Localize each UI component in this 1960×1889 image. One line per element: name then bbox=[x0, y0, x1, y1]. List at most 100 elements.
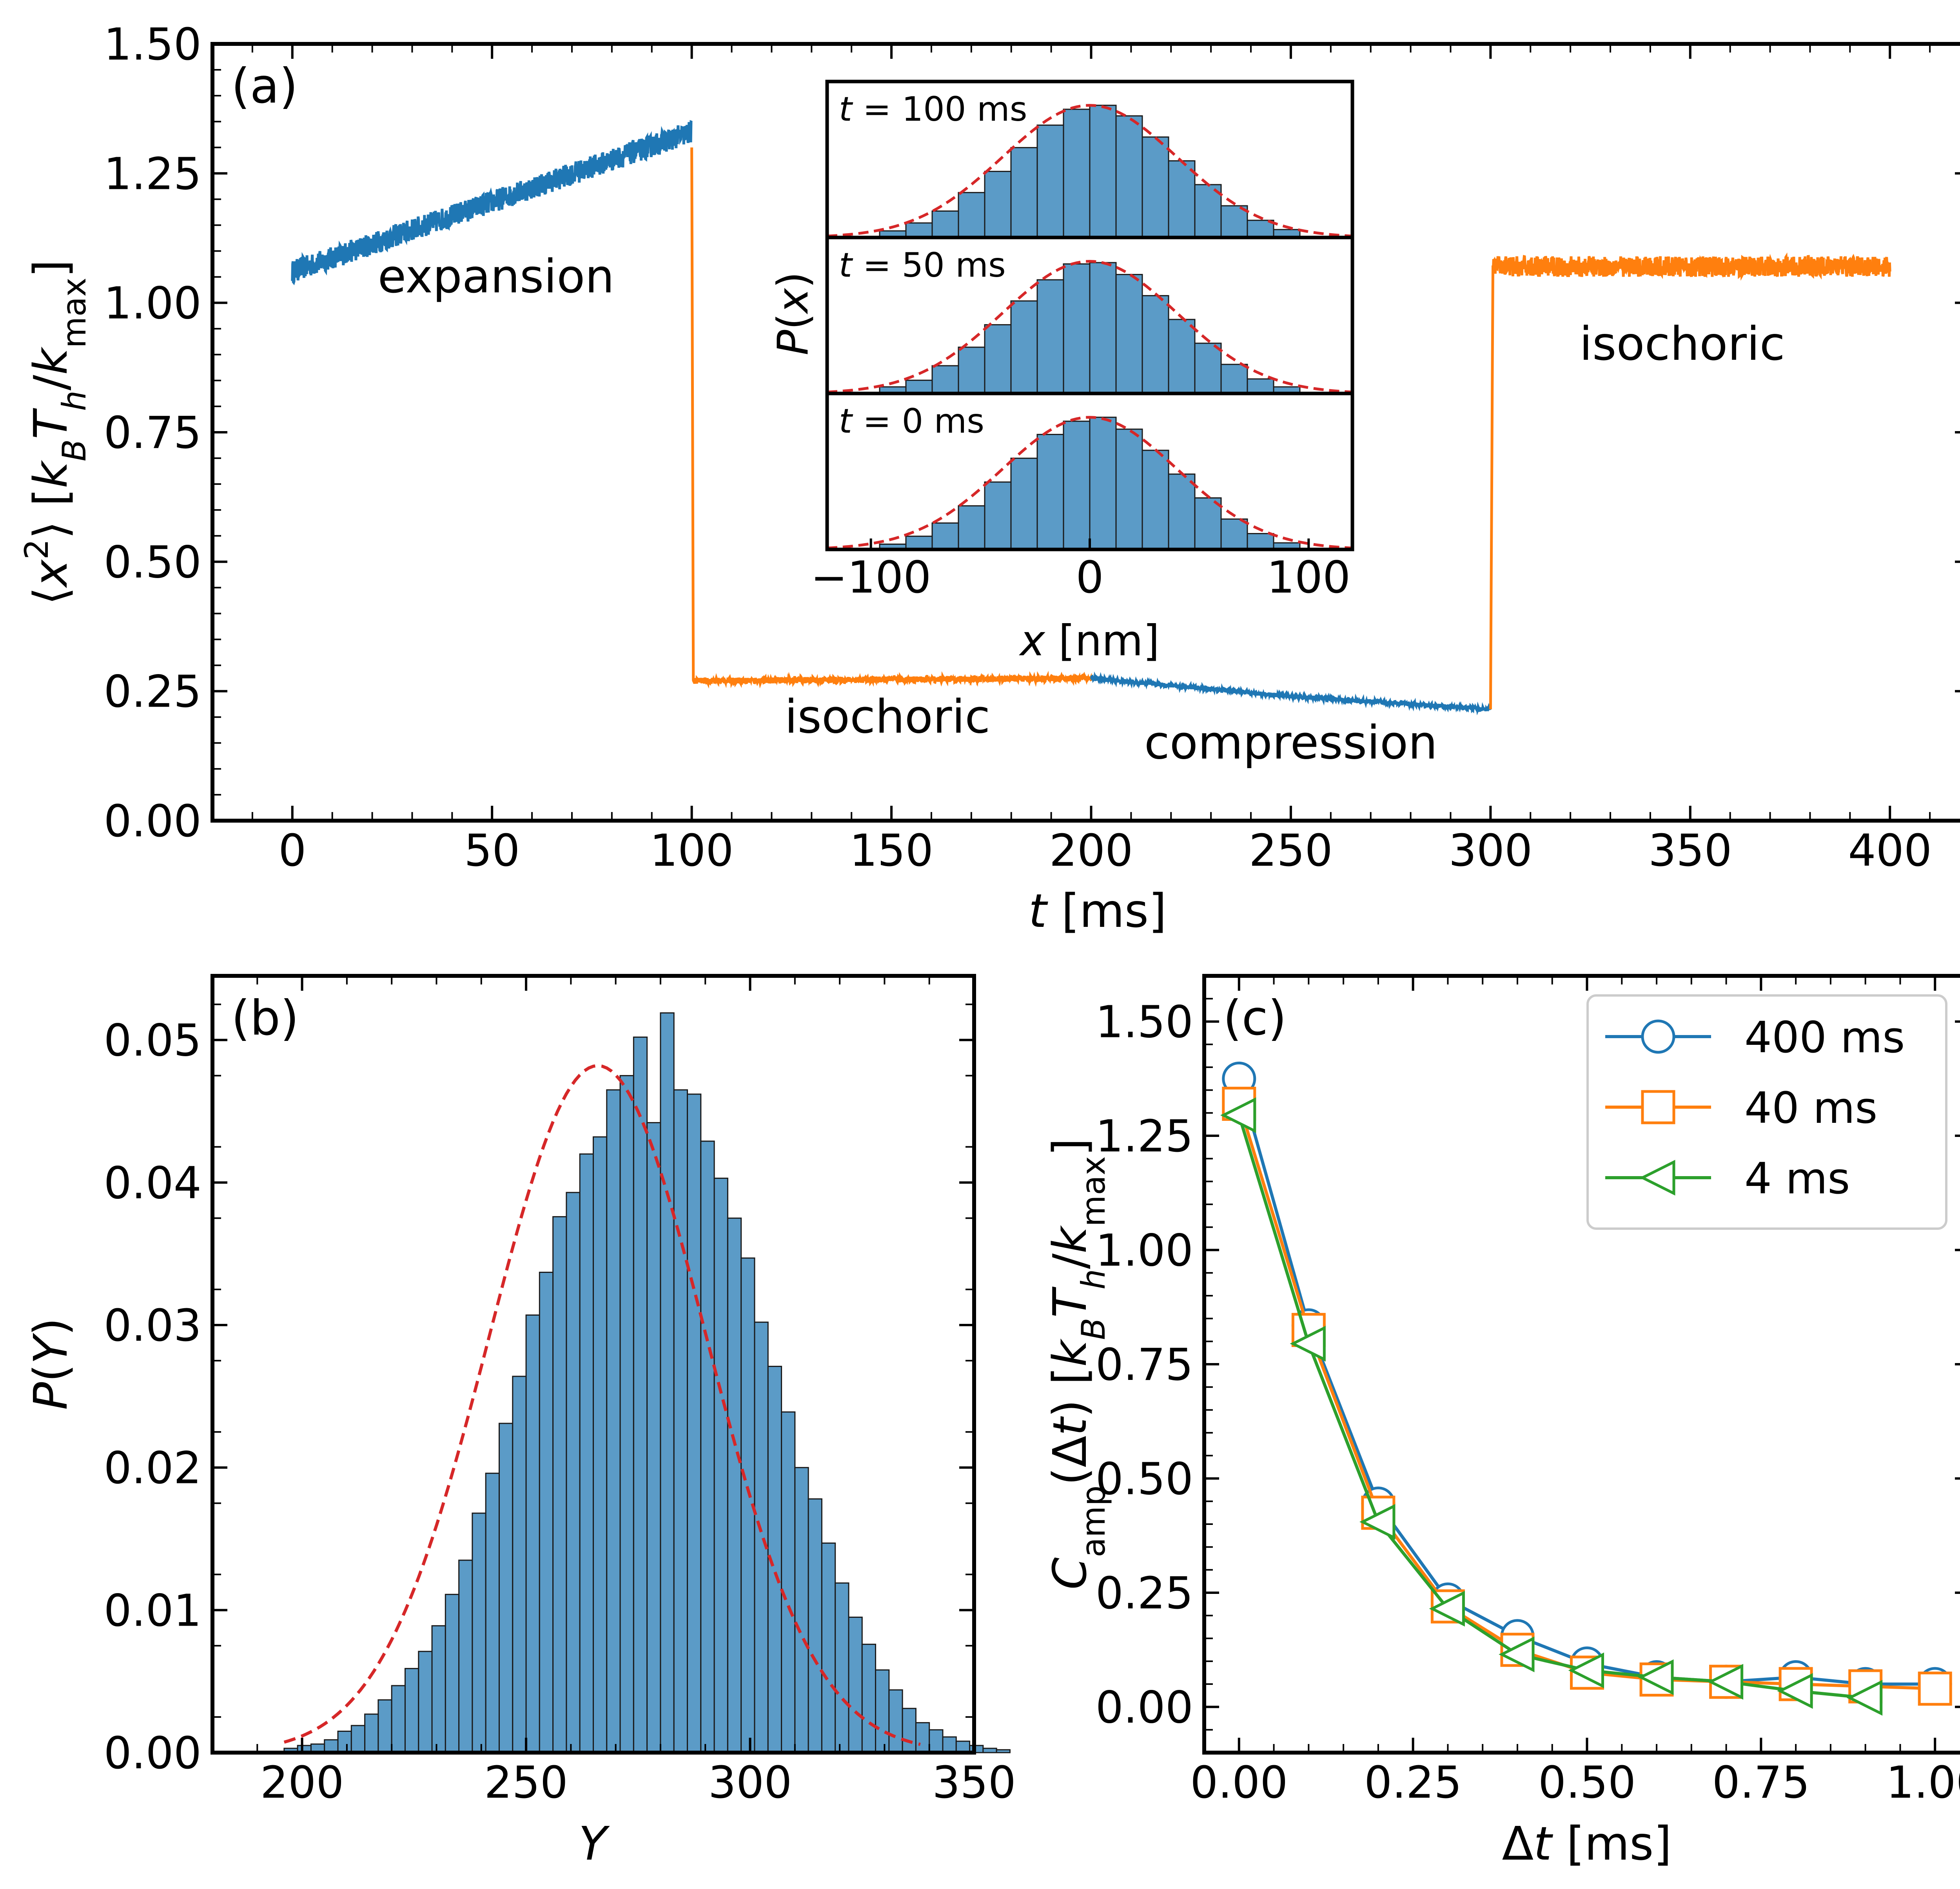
b-hist-bar bbox=[902, 1708, 916, 1753]
a-trace-compression bbox=[1090, 671, 1492, 716]
inset-fit-curve bbox=[827, 260, 1353, 393]
b-hist-bar bbox=[606, 1089, 621, 1753]
inset-bar bbox=[1115, 274, 1143, 394]
inset-bar bbox=[931, 210, 959, 238]
inset-panel-label: t = 100 ms bbox=[839, 90, 1027, 129]
a-ytick-label: 0.00 bbox=[104, 796, 201, 847]
c-xtick-label: 1.00 bbox=[1886, 1757, 1960, 1808]
b-hist-bar bbox=[539, 1271, 554, 1753]
a-xtick-label: 150 bbox=[849, 825, 933, 876]
b-hist-bar bbox=[512, 1376, 527, 1753]
b-hist-bar bbox=[835, 1582, 849, 1753]
a-trace-isochoric bbox=[1489, 252, 1891, 709]
b-hist-bar bbox=[485, 1472, 500, 1753]
a-xtick-label: 250 bbox=[1249, 825, 1333, 876]
a-xtick-label: 300 bbox=[1448, 825, 1532, 876]
inset-bar bbox=[1010, 457, 1038, 550]
b-hist-bar bbox=[445, 1594, 460, 1753]
b-hist-bar bbox=[687, 1093, 702, 1753]
b-xlabel: Y bbox=[579, 1816, 610, 1871]
inset-bar bbox=[905, 535, 933, 550]
c-marker-4-ms bbox=[1568, 1652, 1604, 1688]
inset-bar bbox=[1247, 378, 1274, 394]
c-legend-label: 400 ms bbox=[1744, 1012, 1905, 1062]
c-xtick-label: 0.00 bbox=[1190, 1757, 1288, 1808]
inset-bar bbox=[1089, 105, 1117, 238]
inset-bar bbox=[1089, 262, 1117, 394]
b-hist-bar bbox=[808, 1498, 822, 1753]
b-hist-bar bbox=[525, 1314, 540, 1753]
a-annotation-expansion: expansion bbox=[378, 249, 615, 303]
b-hist-bar bbox=[404, 1668, 419, 1753]
a-annotation-isochoric: isochoric bbox=[785, 689, 991, 743]
inset-bar bbox=[1194, 343, 1222, 394]
inset-bar bbox=[1036, 279, 1064, 394]
inset-bar bbox=[1168, 473, 1196, 550]
inset-panel-label: t = 50 ms bbox=[839, 246, 1006, 285]
a-ytick-label: 0.50 bbox=[104, 537, 201, 588]
a-xtick-label: 400 bbox=[1848, 825, 1932, 876]
inset-bar bbox=[905, 222, 933, 238]
a-ytick-label: 1.00 bbox=[104, 278, 201, 329]
b-ytick-label: 0.03 bbox=[104, 1300, 201, 1351]
inset-bar bbox=[1194, 497, 1222, 550]
b-xtick-label: 200 bbox=[260, 1757, 344, 1808]
b-hist-bar bbox=[418, 1651, 433, 1753]
b-panel-label: (b) bbox=[231, 990, 299, 1046]
inset-bar bbox=[1063, 109, 1091, 238]
b-hist-bar bbox=[579, 1153, 594, 1753]
a-annotation-isochoric: isochoric bbox=[1579, 317, 1785, 371]
b-hist-bar bbox=[794, 1467, 809, 1753]
b-hist-bar bbox=[915, 1722, 930, 1753]
c-marker-4-ms bbox=[1707, 1664, 1744, 1700]
a-trace-isochoric bbox=[690, 147, 1093, 689]
inset-bar bbox=[1168, 319, 1196, 394]
b-hist-bar bbox=[458, 1559, 473, 1753]
a-xtick-label: 50 bbox=[464, 825, 520, 876]
inset-bar bbox=[1089, 417, 1117, 550]
b-ylabel: P(Y) bbox=[24, 1318, 78, 1410]
c-ytick-label: 1.50 bbox=[1096, 997, 1193, 1048]
c-legend-label: 40 ms bbox=[1744, 1083, 1877, 1133]
inset-bar bbox=[1142, 136, 1169, 238]
c-marker-4-ms bbox=[1290, 1325, 1326, 1362]
c-xtick-label: 0.25 bbox=[1364, 1757, 1462, 1808]
inset-bar bbox=[958, 505, 985, 550]
inset-bar bbox=[1010, 147, 1038, 238]
c-legend-marker bbox=[1641, 1090, 1675, 1124]
b-hist-bar bbox=[498, 1423, 514, 1753]
a-ytick-label: 1.25 bbox=[104, 149, 201, 199]
b-ytick-label: 0.00 bbox=[104, 1728, 201, 1779]
inset-ylabel: P(x) bbox=[769, 272, 818, 355]
c-legend-label: 4 ms bbox=[1744, 1153, 1850, 1204]
b-ytick-label: 0.01 bbox=[104, 1585, 201, 1636]
inset-bar bbox=[1168, 160, 1196, 238]
inset-bar bbox=[905, 379, 933, 394]
b-hist-bar bbox=[888, 1689, 903, 1753]
c-marker-40-ms bbox=[1918, 1671, 1952, 1706]
b-ytick-label: 0.02 bbox=[104, 1443, 201, 1494]
b-hist-bar bbox=[337, 1730, 352, 1753]
b-hist-bar bbox=[713, 1177, 728, 1753]
a-annotation-compression: compression bbox=[1144, 715, 1437, 769]
inset-bar bbox=[1036, 434, 1064, 550]
inset-bar bbox=[1115, 115, 1143, 238]
b-hist-bar bbox=[875, 1669, 890, 1753]
b-hist-bar bbox=[552, 1216, 567, 1753]
b-ytick-label: 0.04 bbox=[104, 1158, 201, 1209]
c-marker-4-ms bbox=[1777, 1673, 1813, 1709]
inset-bar bbox=[1142, 450, 1169, 550]
inset-xtick-label: 0 bbox=[1076, 552, 1103, 603]
inset-bar bbox=[931, 522, 959, 550]
b-hist-bar bbox=[781, 1411, 796, 1753]
inset-xtick-label: 100 bbox=[1267, 552, 1350, 603]
b-hist-bar bbox=[727, 1217, 742, 1753]
b-xtick-label: 300 bbox=[708, 1757, 792, 1808]
inset-bar bbox=[931, 365, 959, 394]
c-marker-4-ms bbox=[1638, 1659, 1674, 1695]
a-trace-expansion bbox=[291, 120, 693, 285]
a-xtick-label: 350 bbox=[1648, 825, 1732, 876]
c-xtick-label: 0.50 bbox=[1538, 1757, 1636, 1808]
c-ytick-label: 0.75 bbox=[1096, 1340, 1193, 1390]
